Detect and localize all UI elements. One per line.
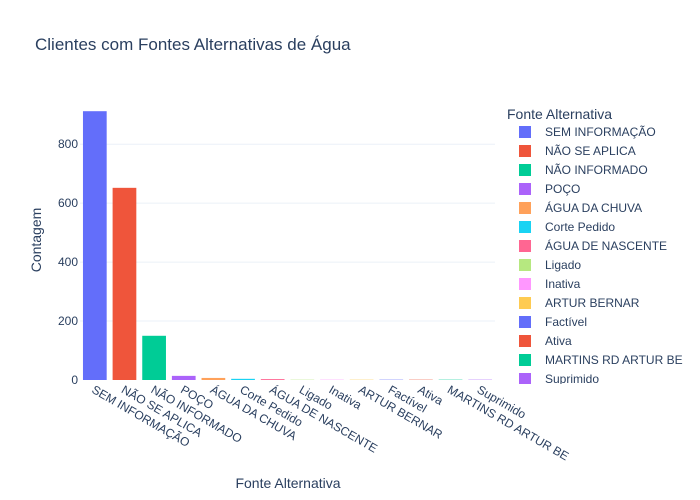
legend-item[interactable]: Corte Pedido — [519, 220, 615, 234]
legend-label: SEM INFORMAÇÃO — [545, 125, 656, 139]
legend-label: Inativa — [545, 277, 581, 291]
legend-item[interactable]: NÃO SE APLICA — [519, 144, 636, 158]
legend-item[interactable]: Suprimido — [519, 372, 599, 386]
legend-label: NÃO INFORMADO — [545, 163, 648, 177]
legend-swatch — [519, 202, 531, 214]
bars — [82, 111, 493, 380]
legend-swatch — [519, 335, 531, 347]
legend-swatch — [519, 354, 531, 366]
y-tick-label: 800 — [58, 137, 78, 151]
bar[interactable] — [171, 375, 196, 380]
legend-label: Corte Pedido — [545, 220, 615, 234]
y-tick-label: 600 — [58, 196, 78, 210]
legend-swatch — [519, 164, 531, 176]
legend-label: Ligado — [545, 258, 581, 272]
legend-swatch — [519, 145, 531, 157]
legend-label: Factível — [545, 315, 587, 329]
legend-label: Suprimido — [545, 372, 599, 386]
legend-label: ÁGUA DE NASCENTE — [545, 238, 667, 253]
legend-item[interactable]: Ligado — [519, 258, 581, 272]
legend-item[interactable]: Factível — [519, 315, 587, 329]
gridlines — [80, 143, 495, 322]
chart-title: Clientes com Fontes Alternativas de Água — [35, 35, 351, 54]
legend-label: ÁGUA DA CHUVA — [545, 200, 642, 215]
legend: SEM INFORMAÇÃO NÃO SE APLICA NÃO INFORMADO… — [519, 125, 683, 386]
legend-swatch — [519, 373, 531, 384]
legend-item[interactable]: SEM INFORMAÇÃO — [519, 125, 656, 139]
y-tick-label: 200 — [58, 314, 78, 328]
legend-item[interactable]: MARTINS RD ARTUR BE — [519, 353, 683, 367]
legend-item[interactable]: NÃO INFORMADO — [519, 163, 648, 177]
bar[interactable] — [231, 378, 255, 380]
bar[interactable] — [112, 187, 137, 380]
legend-label: POÇO — [545, 182, 580, 196]
legend-label: MARTINS RD ARTUR BE — [545, 353, 683, 367]
legend-label: NÃO SE APLICA — [545, 144, 636, 158]
legend-label: ARTUR BERNAR — [545, 296, 640, 310]
bar[interactable] — [142, 335, 166, 380]
x-tick-label: Inativa — [326, 382, 364, 412]
bar[interactable] — [201, 377, 226, 380]
bar[interactable] — [260, 379, 285, 380]
y-tick-label: 400 — [58, 255, 78, 269]
x-tick-label: MARTINS RD ARTUR BE — [445, 382, 571, 463]
legend-label: Ativa — [545, 334, 572, 348]
legend-swatch — [519, 278, 531, 290]
legend-item[interactable]: Ativa — [519, 334, 572, 348]
legend-title: Fonte Alternativa — [507, 106, 612, 122]
legend-item[interactable]: ARTUR BERNAR — [519, 296, 640, 310]
legend-swatch — [519, 221, 531, 233]
legend-swatch — [519, 259, 531, 271]
legend-swatch — [519, 240, 531, 252]
legend-item[interactable]: POÇO — [519, 182, 580, 196]
legend-swatch — [519, 316, 531, 328]
legend-item[interactable]: ÁGUA DE NASCENTE — [519, 238, 667, 253]
y-axis-ticks: 0 200 400 600 800 — [58, 137, 78, 387]
bar[interactable] — [82, 111, 107, 380]
legend-swatch — [519, 126, 531, 138]
legend-item[interactable]: ÁGUA DA CHUVA — [519, 200, 642, 215]
legend-swatch — [519, 297, 531, 309]
legend-item[interactable]: Inativa — [519, 277, 581, 291]
x-axis-title: Fonte Alternativa — [235, 475, 340, 491]
legend-swatch — [519, 183, 531, 195]
y-tick-label: 0 — [71, 373, 78, 387]
y-axis-title: Contagem — [28, 208, 44, 273]
